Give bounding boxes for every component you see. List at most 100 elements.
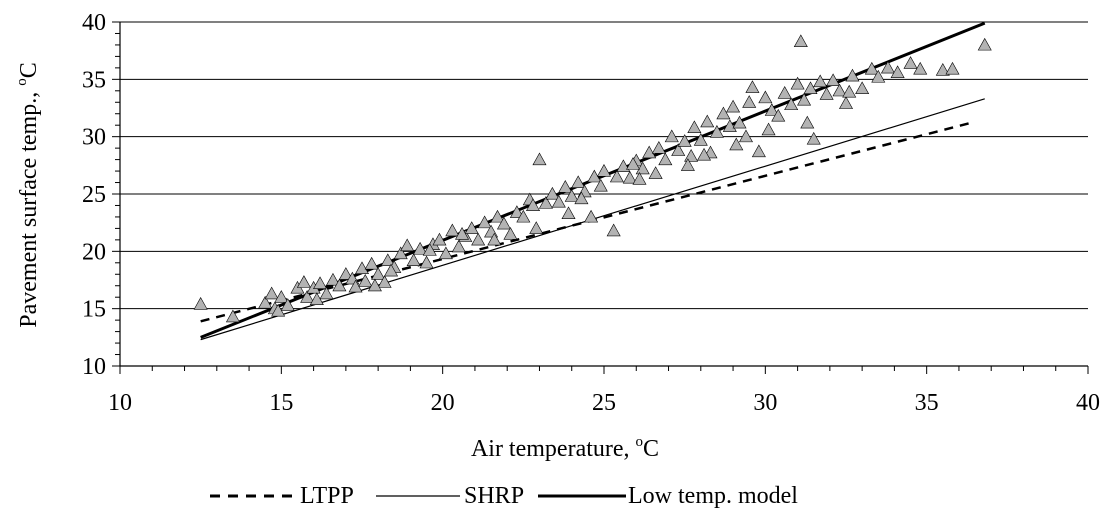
data-point [977, 37, 992, 51]
data-point [945, 61, 960, 75]
data-point [632, 171, 647, 185]
data-point [545, 186, 560, 200]
data-point [771, 108, 786, 122]
data-point [296, 275, 311, 288]
data-point [367, 278, 382, 292]
x-axis-title-text: Air temperature, [471, 436, 636, 462]
data-point [677, 134, 692, 147]
data-point [300, 290, 315, 303]
data-point [422, 243, 437, 256]
data-point [564, 189, 579, 202]
data-point [803, 81, 818, 95]
data-point [664, 129, 679, 143]
data-point [593, 178, 608, 192]
data-point [354, 261, 370, 275]
data-point [635, 161, 650, 175]
y-tick-label: 30 [82, 125, 106, 151]
data-point [532, 152, 547, 166]
y-axis-title-degree: o [14, 78, 30, 86]
data-point [503, 227, 518, 240]
y-tick-label: 35 [82, 67, 106, 93]
data-point [800, 115, 815, 129]
data-point [606, 223, 621, 237]
data-point [377, 275, 392, 288]
x-axis-title-unit: C [643, 436, 659, 462]
data-point [471, 232, 486, 246]
data-point [793, 34, 808, 47]
data-point [651, 141, 666, 154]
data-point [445, 223, 460, 237]
data-point [490, 209, 505, 223]
data-point [697, 147, 712, 161]
data-point [842, 84, 857, 98]
data-point [700, 114, 715, 128]
data-point [693, 132, 708, 146]
data-point [935, 63, 950, 76]
data-point [680, 158, 695, 171]
data-point [438, 246, 453, 260]
x-tick-label: 25 [592, 390, 616, 416]
data-point [864, 61, 879, 75]
data-point [797, 92, 812, 106]
axes [112, 21, 1089, 374]
data-point [455, 227, 470, 240]
data-point [777, 85, 792, 99]
data-point [584, 209, 599, 223]
data-point [258, 295, 273, 309]
data-point [855, 81, 870, 95]
data-point [709, 124, 724, 138]
data-point [571, 175, 586, 189]
data-point [406, 253, 421, 267]
data-point [400, 238, 415, 252]
y-axis-title-text: Pavement surface temp., [16, 86, 42, 328]
data-point [742, 95, 757, 108]
data-point [451, 239, 466, 253]
data-point [751, 144, 766, 158]
data-point [274, 290, 289, 303]
data-point [313, 276, 328, 289]
data-point [642, 145, 657, 159]
data-point [726, 99, 741, 113]
data-point [732, 115, 747, 129]
data-point [745, 80, 760, 93]
data-point [838, 96, 854, 109]
data-point [529, 221, 544, 234]
data-point [338, 267, 353, 280]
data-point [622, 170, 637, 184]
y-tick-label: 20 [82, 239, 106, 265]
series-line-ltpp [200, 120, 976, 323]
x-axis-title-degree: o [636, 434, 644, 450]
data-point [890, 65, 905, 78]
data-point [658, 152, 673, 166]
legend: LTPP SHRP Low temp. model [210, 483, 798, 509]
data-point [487, 232, 502, 246]
x-tick-label: 35 [915, 390, 939, 416]
data-point [819, 87, 834, 100]
data-point [538, 196, 553, 209]
data-point [309, 292, 324, 305]
data-point [419, 255, 434, 269]
data-point [332, 278, 347, 292]
data-point [558, 180, 573, 193]
data-point [325, 272, 340, 286]
data-point [561, 206, 576, 219]
data-point [826, 73, 841, 86]
data-point [193, 296, 208, 310]
tick-labels: 10 15 20 25 30 35 40 10 15 20 25 30 35 40 [82, 10, 1100, 416]
x-tick-label: 40 [1076, 390, 1100, 416]
x-tick-label: 30 [753, 390, 777, 416]
data-point [626, 157, 641, 170]
data-point [551, 194, 566, 208]
data-point [813, 74, 828, 88]
data-point [526, 198, 541, 211]
legend-shrp-label: SHRP [464, 483, 524, 509]
data-point [722, 119, 737, 132]
data-point [596, 163, 612, 177]
data-point [871, 69, 886, 83]
data-point [761, 122, 776, 136]
data-point [913, 61, 928, 75]
data-point [609, 169, 624, 183]
y-axis-title: Pavement surface temp., oC [14, 62, 42, 327]
data-point [413, 241, 428, 255]
data-point [464, 221, 479, 234]
